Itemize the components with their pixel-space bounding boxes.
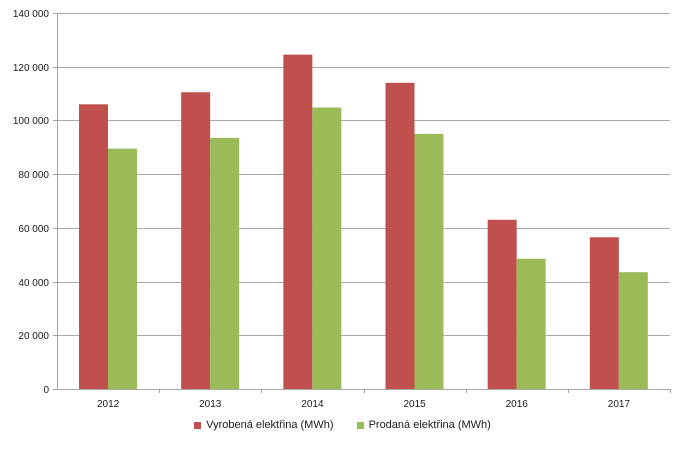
x-tick-label: 2017 [608, 399, 631, 410]
y-tick-label: 120 000 [13, 63, 50, 74]
y-tick-label: 140 000 [13, 9, 50, 20]
legend-label-sold: Prodaná elektřina (MWh) [368, 419, 491, 431]
bar-sold-2017 [618, 272, 648, 389]
x-tick-label: 2013 [199, 399, 222, 410]
x-tick-label: 2015 [403, 399, 426, 410]
bar-produced-2015 [385, 82, 415, 389]
legend-swatch-produced [194, 421, 202, 429]
bar-sold-2016 [516, 258, 546, 389]
bars [79, 54, 648, 390]
bar-produced-2012 [79, 104, 108, 390]
legend-swatch-sold [356, 421, 364, 429]
gridlines [57, 13, 670, 336]
bar-produced-2014 [283, 54, 313, 389]
bar-produced-2013 [181, 92, 211, 389]
y-tick-label: 100 000 [13, 116, 50, 127]
y-tick-label: 0 [43, 385, 49, 396]
legend: Vyrobená elektřina (MWh) Prodaná elektři… [0, 419, 685, 432]
y-tick-label: 40 000 [18, 278, 49, 289]
y-tick-label: 80 000 [18, 170, 49, 181]
bar-sold-2013 [210, 137, 240, 389]
bar-sold-2015 [414, 133, 444, 389]
bar-produced-2016 [487, 219, 517, 389]
x-tick-label: 2012 [97, 399, 120, 410]
legend-item-sold: Prodaná elektřina (MWh) [356, 419, 491, 431]
bar-sold-2014 [312, 107, 342, 389]
bar-produced-2017 [589, 237, 619, 389]
x-tick-label: 2016 [506, 399, 529, 410]
bar-sold-2012 [108, 148, 137, 389]
y-tick-label: 60 000 [18, 224, 49, 235]
x-tick-label: 2014 [301, 399, 324, 410]
legend-item-produced: Vyrobená elektřina (MWh) [194, 419, 334, 431]
axes: 0 20 000 40 000 60 000 80 000 100 000 120 000 1… [13, 9, 671, 410]
y-tick-label: 20 000 [18, 331, 49, 342]
legend-label-produced: Vyrobená elektřina (MWh) [206, 419, 334, 431]
